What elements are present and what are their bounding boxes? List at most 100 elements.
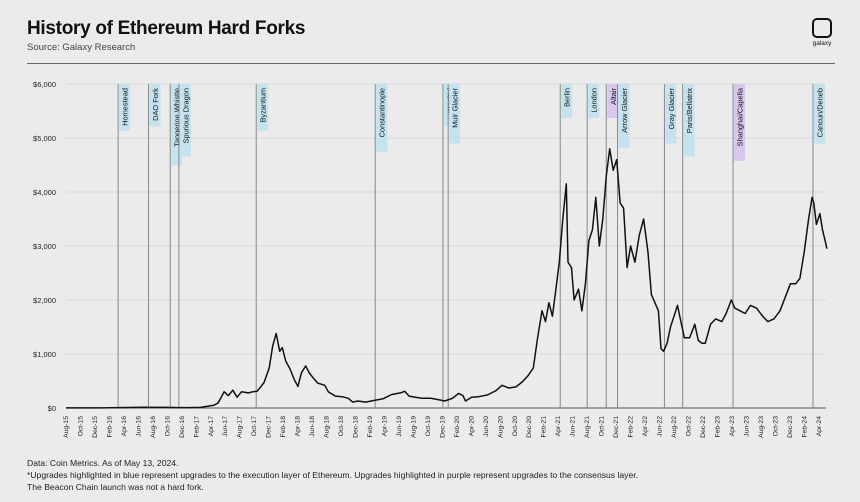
- x-tick-label: Jun-23: [743, 416, 750, 437]
- x-tick-label: Feb-18: [280, 416, 287, 438]
- x-tick-label: Jun-17: [222, 416, 229, 437]
- x-tick-label: Oct-18: [338, 416, 345, 437]
- y-tick-label: $5,000: [33, 134, 56, 143]
- x-tick-label: Dec-16: [179, 416, 186, 438]
- x-tick-label: Oct-23: [772, 416, 779, 437]
- x-tick-label: Dec-21: [613, 416, 620, 438]
- x-tick-label: Apr-22: [642, 416, 649, 437]
- x-tick-label: Dec-15: [92, 416, 99, 438]
- fork-label: Spurious Dragon: [181, 88, 190, 143]
- y-tick-label: $0: [48, 404, 56, 413]
- x-tick-label: Apr-23: [729, 416, 736, 437]
- fork-label: Muir Glacier: [451, 87, 460, 127]
- x-tick-label: Oct-21: [599, 416, 606, 437]
- fork-label: Berlin: [563, 88, 572, 107]
- x-tick-label: Apr-20: [468, 416, 475, 437]
- x-tick-label: Apr-18: [295, 416, 302, 437]
- x-tick-label: Feb-17: [193, 416, 200, 438]
- x-tick-label: Dec-20: [526, 416, 533, 438]
- y-tick-label: $6,000: [33, 80, 56, 89]
- fork-label-bg: [449, 84, 461, 144]
- x-tick-label: Jun-19: [396, 416, 403, 437]
- fork-label-bg: [588, 84, 600, 118]
- x-tick-label: Feb-20: [454, 416, 461, 438]
- x-tick-label: Feb-23: [714, 416, 721, 438]
- x-tick-label: Jun-16: [135, 416, 142, 437]
- page-title: History of Ethereum Hard Forks: [27, 18, 306, 39]
- fork-label-bg: [665, 84, 677, 144]
- fork-label: Paris/Bellatrix: [685, 88, 694, 133]
- fork-label: Altair: [609, 87, 618, 104]
- fork-label-bg: [813, 84, 825, 144]
- x-tick-label: Oct-20: [512, 416, 519, 437]
- x-tick-label: Aug-21: [584, 416, 591, 438]
- x-tick-label: Jun-18: [309, 416, 316, 437]
- fork-label: Shanghai/Capella: [736, 87, 745, 146]
- x-tick-label: Jun-21: [570, 416, 577, 437]
- x-tick-label: Oct-15: [77, 416, 84, 437]
- page-subtitle: Source: Galaxy Research: [27, 42, 136, 53]
- fork-label-bg: [119, 84, 131, 131]
- footnote-data-source: Data: Coin Metrics. As of May 13, 2024.: [27, 458, 179, 468]
- fork-label: Arrow Glacier: [620, 87, 629, 132]
- x-tick-label: Apr-21: [555, 416, 562, 437]
- footnotes: Data: Coin Metrics. As of May 13, 2024. …: [27, 457, 638, 493]
- fork-label-bg: [561, 84, 573, 118]
- fork-label: Cancun/Deneb: [815, 88, 824, 137]
- fork-label: DAO Fork: [151, 88, 160, 121]
- fork-label-bg: [257, 84, 269, 131]
- x-tick-label: Oct-16: [164, 416, 171, 437]
- x-tick-label: Feb-22: [628, 416, 635, 438]
- galaxy-logo: galaxy: [810, 18, 834, 47]
- fork-label: Homestead: [121, 88, 130, 126]
- x-tick-label: Aug-20: [497, 416, 504, 438]
- x-tick-label: Feb-21: [541, 416, 548, 438]
- fork-label-bg: [376, 84, 388, 153]
- y-tick-label: $4,000: [33, 188, 56, 197]
- fork-label: Gray Glacier: [667, 87, 676, 129]
- x-tick-label: Aug-16: [150, 416, 157, 438]
- x-tick-label: Apr-16: [121, 416, 128, 437]
- eth-price-line: [66, 148, 828, 409]
- x-tick-label: Apr-17: [208, 416, 215, 437]
- y-tick-label: $3,000: [33, 242, 56, 251]
- x-tick-label: Aug-22: [671, 416, 678, 438]
- fork-label-bg: [179, 84, 191, 157]
- header-divider: [27, 63, 835, 64]
- x-tick-label: Dec-18: [353, 416, 360, 438]
- x-tick-label: Dec-23: [787, 416, 794, 438]
- fork-label: Byzantium: [259, 88, 268, 123]
- fork-label-bg: [607, 84, 619, 118]
- x-tick-label: Dec-19: [439, 416, 446, 438]
- x-tick-label: Jun-20: [483, 416, 490, 437]
- footnote-beacon-chain: The Beacon Chain launch was not a hard f…: [27, 482, 204, 492]
- x-tick-label: Oct-22: [685, 416, 692, 437]
- fork-label-bg: [683, 84, 695, 157]
- x-tick-label: Feb-16: [106, 416, 113, 438]
- y-tick-label: $1,000: [33, 350, 56, 359]
- x-tick-label: Oct-19: [425, 416, 432, 437]
- x-tick-label: Aug-15: [63, 416, 70, 438]
- y-tick-label: $2,000: [33, 296, 56, 305]
- x-tick-label: Apr-24: [816, 416, 823, 437]
- fork-label-bg: [149, 84, 161, 127]
- x-tick-label: Feb-19: [367, 416, 374, 438]
- fork-label-bg: [171, 84, 183, 166]
- x-tick-label: Dec-17: [266, 416, 273, 438]
- x-tick-label: Oct-17: [251, 416, 258, 437]
- galaxy-logo-icon: [812, 18, 832, 38]
- footnote-upgrade-colors: *Upgrades highlighted in blue represent …: [27, 470, 639, 480]
- x-tick-label: Aug-23: [758, 416, 765, 438]
- galaxy-logo-text: galaxy: [812, 40, 832, 47]
- fork-label: Tangerine Whistle: [173, 88, 182, 147]
- x-tick-label: Aug-18: [324, 416, 331, 438]
- x-tick-label: Aug-17: [237, 416, 244, 438]
- fork-label-bg: [618, 84, 630, 148]
- x-tick-label: Apr-19: [381, 416, 388, 437]
- x-tick-label: Dec-22: [700, 416, 707, 438]
- fork-label: Constantinople: [378, 88, 387, 137]
- x-tick-label: Jun-22: [657, 416, 664, 437]
- x-tick-label: Aug-19: [410, 416, 417, 438]
- fork-label-bg: [734, 84, 746, 161]
